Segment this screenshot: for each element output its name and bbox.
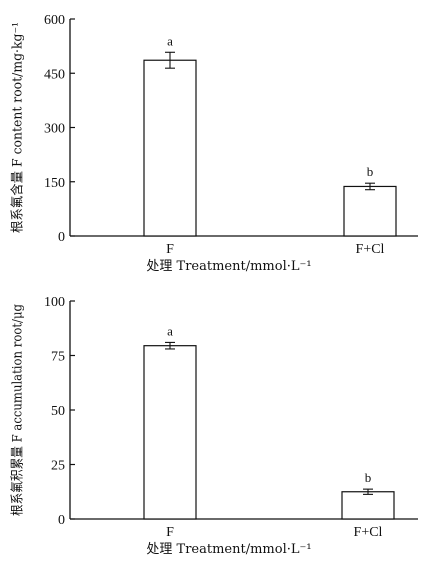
y-tick-label: 300 — [44, 122, 65, 137]
y-tick-label: 75 — [51, 350, 65, 365]
axes: 0 25 50 75 100 F F+Cl — [44, 295, 418, 540]
bar — [143, 59, 197, 237]
significance-label: b — [365, 470, 372, 485]
y-tick-label: 0 — [58, 513, 65, 528]
y-tick-label: 50 — [51, 404, 65, 419]
chart-f-accumulation: 0 25 50 75 100 F F+Cl a b 处理 Treatment/mmol·L⁻¹ 根系… — [11, 295, 418, 557]
significance-label: a — [167, 323, 173, 338]
significance-label: b — [367, 164, 374, 179]
error-bar — [165, 51, 175, 69]
y-tick-label: 150 — [44, 176, 65, 191]
x-tick-label: F — [166, 525, 174, 540]
y-axis-title: 根系氟含量 F content root/mg·kg⁻¹ — [10, 22, 26, 233]
y-tick-label: 100 — [44, 295, 65, 310]
y-tick-label: 450 — [44, 67, 65, 82]
x-tick-label: F+Cl — [354, 525, 383, 540]
axes: 0 150 300 450 600 F F+Cl — [44, 13, 418, 257]
y-tick-label: 0 — [58, 230, 65, 245]
x-tick-label: F — [166, 242, 174, 257]
error-bar — [363, 488, 373, 495]
chart-f-content: 0 150 300 450 600 F F+Cl a b 处理 Treatment/mmol·L⁻… — [10, 13, 418, 274]
error-bar — [365, 182, 375, 191]
x-tick-label: F+Cl — [356, 242, 385, 257]
y-tick-label: 25 — [51, 459, 65, 474]
bar — [341, 491, 395, 520]
significance-label: a — [167, 33, 173, 48]
x-axis-title: 处理 Treatment/mmol·L⁻¹ — [146, 259, 311, 274]
y-axis-title: 根系氟积累量 F accumulation root/μg — [11, 304, 26, 516]
y-tick-label: 600 — [44, 13, 65, 28]
error-bar — [165, 341, 175, 350]
bar — [143, 345, 197, 520]
bar — [343, 185, 397, 237]
x-axis-title: 处理 Treatment/mmol·L⁻¹ — [146, 542, 311, 557]
